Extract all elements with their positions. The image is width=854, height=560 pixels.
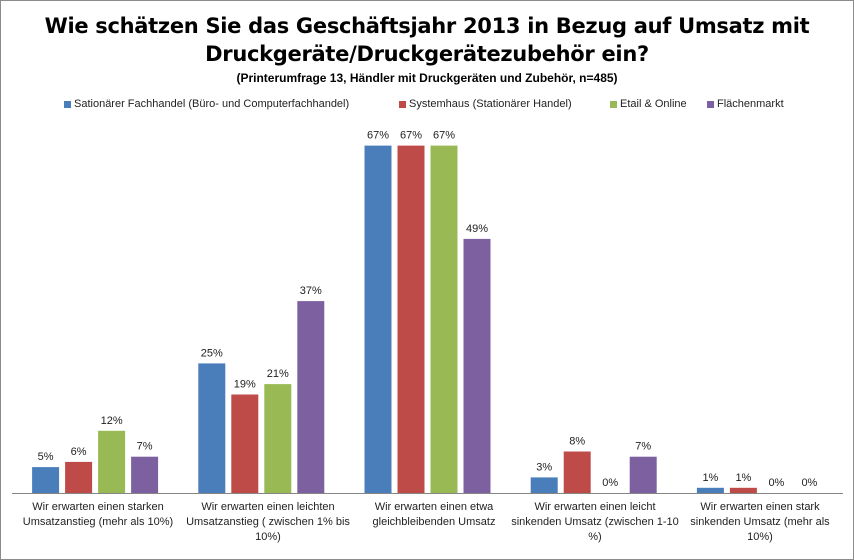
category-label: Wir erwarten einen stark sinkenden Umsat… [690,501,830,543]
bar [530,477,558,493]
data-label: 0% [801,477,817,489]
data-label: 7% [137,441,153,453]
category-label: Wir erwarten einen leicht sinkenden Umsa… [511,501,679,543]
bar [131,456,159,493]
data-label: 67% [367,130,389,142]
bar [430,145,458,493]
category-label: Wir erwarten einen leichten Umsatzanstie… [186,501,350,543]
bar [297,301,325,493]
legend-swatch [399,101,406,108]
data-label: 8% [569,436,585,448]
legend-label: Systemhaus (Stationärer Handel) [409,98,572,110]
chart-subtitle: (Printerumfrage 13, Händler mit Druckger… [236,71,618,85]
chart-title-line2: Druckgeräte/Druckgerätezubehör ein? [205,42,649,66]
legend-label: Etail & Online [620,98,687,110]
bar [729,487,757,493]
bar [231,394,259,493]
data-label: 6% [71,446,87,458]
bar [98,430,126,493]
data-label: 7% [635,441,651,453]
bar [65,461,93,493]
bar [264,384,292,493]
category-label: Wir erwarten einen starken Umsatzanstieg… [22,501,174,528]
category-label: Wir erwarten einen etwa gleichbleibenden… [372,501,496,528]
bar [397,145,425,493]
data-label: 67% [433,130,455,142]
bar [463,238,491,493]
bar [364,145,392,493]
data-label: 67% [400,130,422,142]
data-label: 49% [466,223,488,235]
bar [696,487,724,493]
data-label: 12% [101,415,123,427]
data-label: 5% [38,451,54,463]
chart-title: Wie schätzen Sie das Geschäftsjahr 2013 … [44,14,810,38]
data-label: 25% [201,347,223,359]
bar [32,467,60,493]
legend-label: Sationärer Fachhandel (Büro- und Compute… [74,98,350,110]
bar [629,456,657,493]
data-label: 21% [267,368,289,380]
data-label: 19% [234,379,256,391]
legend-swatch [610,101,617,108]
data-label: 1% [735,472,751,484]
data-label: 0% [768,477,784,489]
legend-swatch [64,101,71,108]
data-label: 0% [602,477,618,489]
data-label: 37% [300,285,322,297]
bar [198,363,226,493]
legend-label: Flächenmarkt [717,98,784,110]
bar [563,451,591,493]
legend-swatch [707,101,714,108]
data-label: 1% [702,472,718,484]
data-label: 3% [536,461,552,473]
